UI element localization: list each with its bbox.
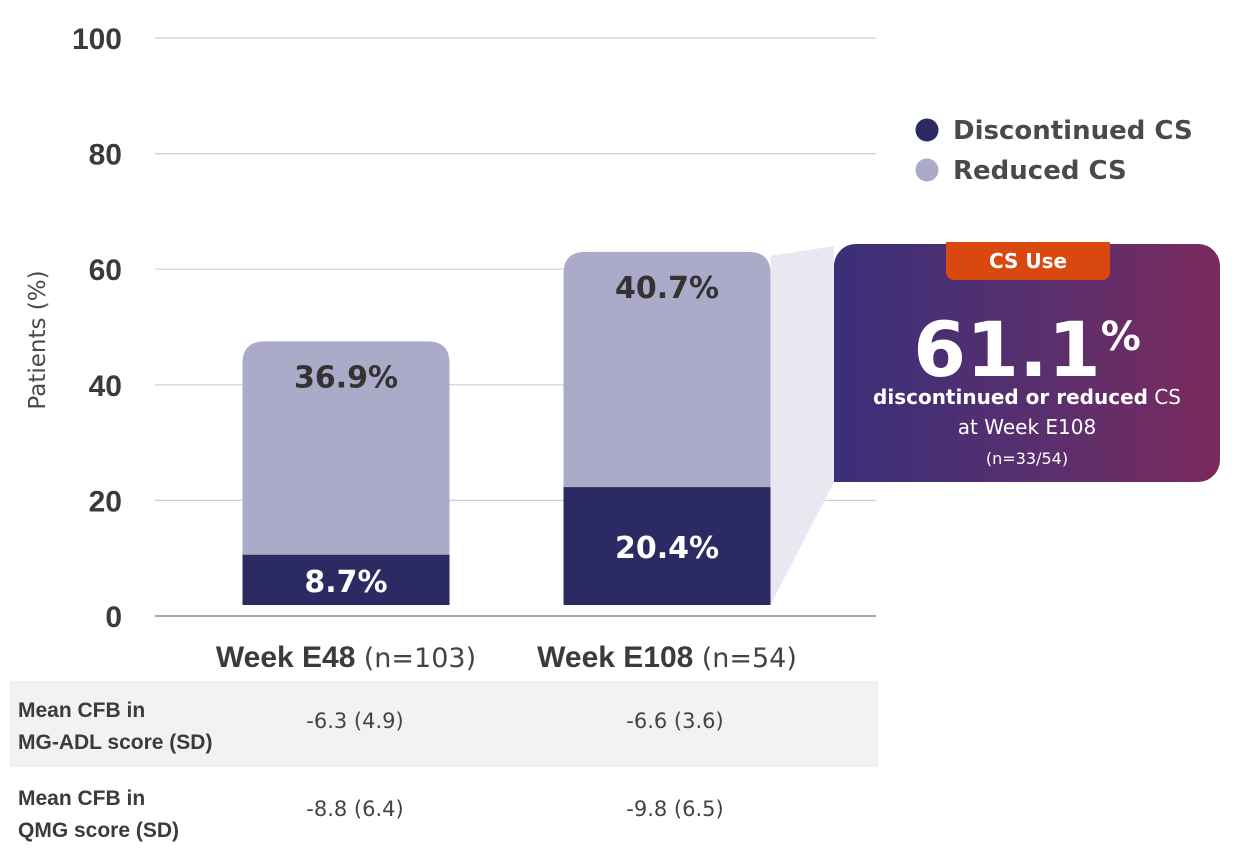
- x-category-label: Week E108 (n=54): [537, 641, 797, 674]
- legend-label: Reduced CS: [953, 156, 1127, 186]
- table-cell: -8.8 (6.4): [306, 797, 404, 821]
- bar-reduced-cs: [563, 251, 771, 488]
- legend-label: Discontinued CS: [953, 116, 1193, 146]
- bar-discontinued-cs: [242, 554, 450, 605]
- data-label-reduced-cs: 36.9%: [294, 360, 398, 395]
- callout-percentage: 61.1%: [834, 292, 1220, 395]
- bar-reduced-cs: [242, 341, 450, 555]
- category-name: Week E108: [537, 641, 702, 674]
- callout-description-bold: discontinued or reduced: [873, 385, 1148, 409]
- y-tick-label: 60: [89, 254, 122, 287]
- y-axis-label: Patients (%): [25, 270, 51, 409]
- cs-use-callout: CS Use 61.1% discontinued or reduced CS …: [834, 242, 1220, 482]
- x-category-label: Week E48 (n=103): [216, 641, 476, 674]
- y-tick-label: 0: [105, 601, 122, 634]
- callout-n: (n=33/54): [985, 449, 1069, 468]
- row-label-line2: MG-ADL score (SD): [18, 731, 213, 754]
- y-tick-label: 80: [89, 139, 122, 172]
- category-n: (n=54): [702, 643, 797, 674]
- callout-unit: %: [1100, 314, 1141, 360]
- stats-table: Mean CFB in MG-ADL score (SD) -6.3 (4.9)…: [10, 681, 878, 855]
- table-cell: -6.6 (3.6): [626, 709, 724, 733]
- row-label-line1: Mean CFB in: [18, 699, 146, 722]
- callout-description: discontinued or reduced CS: [834, 384, 1220, 410]
- row-label: Mean CFB in QMG score (SD): [18, 783, 258, 847]
- table-row: Mean CFB in MG-ADL score (SD) -6.3 (4.9)…: [10, 681, 878, 767]
- bar-discontinued-cs: [563, 487, 771, 605]
- y-tick-label: 20: [89, 485, 122, 518]
- callout-value: 61.1: [913, 305, 1101, 394]
- row-label-line1: Mean CFB in: [18, 787, 146, 810]
- table-cell: -9.8 (6.5): [626, 797, 724, 821]
- category-n: (n=103): [364, 643, 476, 674]
- legend-swatch: [915, 118, 939, 142]
- callout-tag: CS Use: [946, 242, 1110, 280]
- callout-connector: [770, 246, 834, 605]
- legend-swatch: [915, 158, 939, 182]
- row-label: Mean CFB in MG-ADL score (SD): [18, 695, 258, 759]
- callout-timepoint: at Week E108: [957, 415, 1097, 439]
- y-tick-label: 40: [89, 370, 122, 403]
- row-label-line2: QMG score (SD): [18, 819, 180, 842]
- data-label-discontinued-cs: 20.4%: [615, 531, 719, 566]
- table-cell: -6.3 (4.9): [306, 709, 404, 733]
- y-tick-label: 100: [72, 23, 122, 56]
- callout-description-rest: CS: [1147, 385, 1181, 409]
- data-label-reduced-cs: 40.7%: [615, 271, 719, 306]
- category-name: Week E48: [216, 641, 364, 674]
- data-label-discontinued-cs: 8.7%: [304, 565, 387, 600]
- table-row: Mean CFB in QMG score (SD) -8.8 (6.4) -9…: [10, 769, 878, 855]
